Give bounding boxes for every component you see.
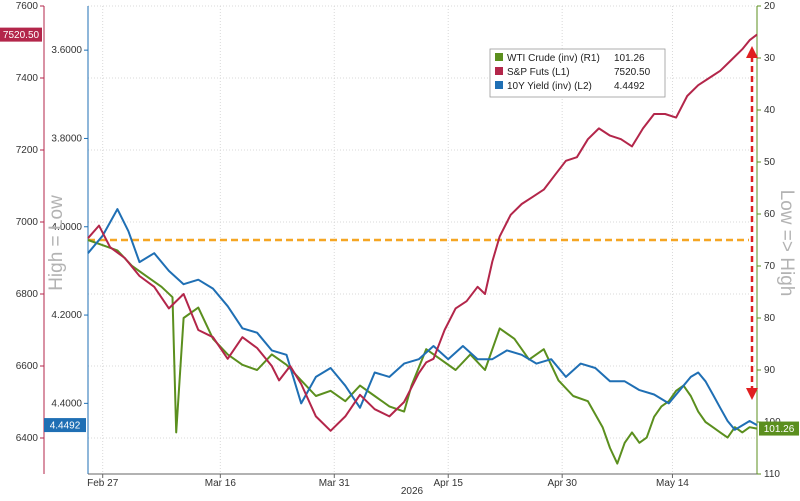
series-line-wti-crude <box>87 239 758 465</box>
legend-value: 7520.50 <box>614 67 651 78</box>
arrow-head-up <box>746 46 758 58</box>
x-tick-label: Apr 15 <box>433 478 463 489</box>
arrow-head-down <box>746 388 758 400</box>
yield-last-value-bg <box>44 418 86 433</box>
grid <box>88 5 757 474</box>
crude-tick-label: 20 <box>764 1 776 12</box>
left-side-label: High = Low <box>46 195 67 291</box>
crude-tick-label: 80 <box>764 313 776 324</box>
legend-label: S&P Futs (L1) <box>507 67 570 78</box>
crude-tick-label: 50 <box>764 157 776 168</box>
crude-tick-label: 110 <box>764 469 780 480</box>
yield-tick-label: 3.8000 <box>51 133 82 144</box>
legend-value: 101.26 <box>614 53 645 64</box>
crude-tick-label: 70 <box>764 261 776 272</box>
x-tick-label: Mar 16 <box>205 478 237 489</box>
legend-swatch <box>495 67 503 75</box>
sp-tick-label: 7200 <box>16 145 39 156</box>
sp-last-value-bg <box>0 27 42 42</box>
series-lines <box>87 33 758 465</box>
x-tick-label: May 14 <box>656 478 689 489</box>
legend: WTI Crude (inv) (R1) 101.26 S&P Futs (L1) 7… <box>489 48 666 98</box>
sp-tick-label: 7600 <box>16 1 39 12</box>
yield-tick-label: 4.2000 <box>51 310 82 321</box>
crude-tick-label: 40 <box>764 105 776 116</box>
yield-tick-label: 4.0000 <box>51 222 82 233</box>
legend-label: 10Y Yield (inv) (L2) <box>507 81 592 92</box>
right-side-label: Low => High <box>776 190 797 297</box>
x-tick-label: Mar 31 <box>319 478 351 489</box>
legend-swatch <box>495 53 503 61</box>
crude-last-value: 101.26 <box>764 424 795 435</box>
yield-last-value: 4.4492 <box>50 421 81 432</box>
sp-tick-label: 6600 <box>16 361 39 372</box>
sp-tick-label: 6800 <box>16 289 39 300</box>
sp-tick-label: 7000 <box>16 217 39 228</box>
series-line-s-p-futs <box>87 33 758 432</box>
series-line-10y-yield <box>87 208 758 431</box>
crude-tick-label: 90 <box>764 365 776 376</box>
yield-tick-label: 4.4000 <box>51 398 82 409</box>
legend-swatch <box>495 81 503 89</box>
x-tick-label: Feb 27 <box>87 478 119 489</box>
x-axis: Feb 27 Mar 16 Mar 31 Apr 15 Apr 30 May 14 <box>87 473 757 489</box>
legend-value: 4.4492 <box>614 81 645 92</box>
yield-tick-label: 3.6000 <box>51 45 82 56</box>
last-value-tags: 7520.50 4.4492 101.26 <box>0 27 799 436</box>
legend-label: WTI Crude (inv) (R1) <box>507 53 600 64</box>
sp-axis: 6400 6600 6800 7000 7200 7400 7600 <box>16 1 45 474</box>
sp-last-value: 7520.50 <box>3 30 40 41</box>
x-tick-label: Apr 30 <box>547 478 577 489</box>
crude-tick-label: 30 <box>764 53 776 64</box>
range-arrow <box>746 46 758 400</box>
crude-last-value-bg <box>759 421 799 436</box>
sp-tick-label: 7400 <box>16 73 39 84</box>
year-label: 2026 <box>401 486 424 497</box>
sp-tick-label: 6400 <box>16 433 39 444</box>
crude-tick-label: 60 <box>764 209 776 220</box>
